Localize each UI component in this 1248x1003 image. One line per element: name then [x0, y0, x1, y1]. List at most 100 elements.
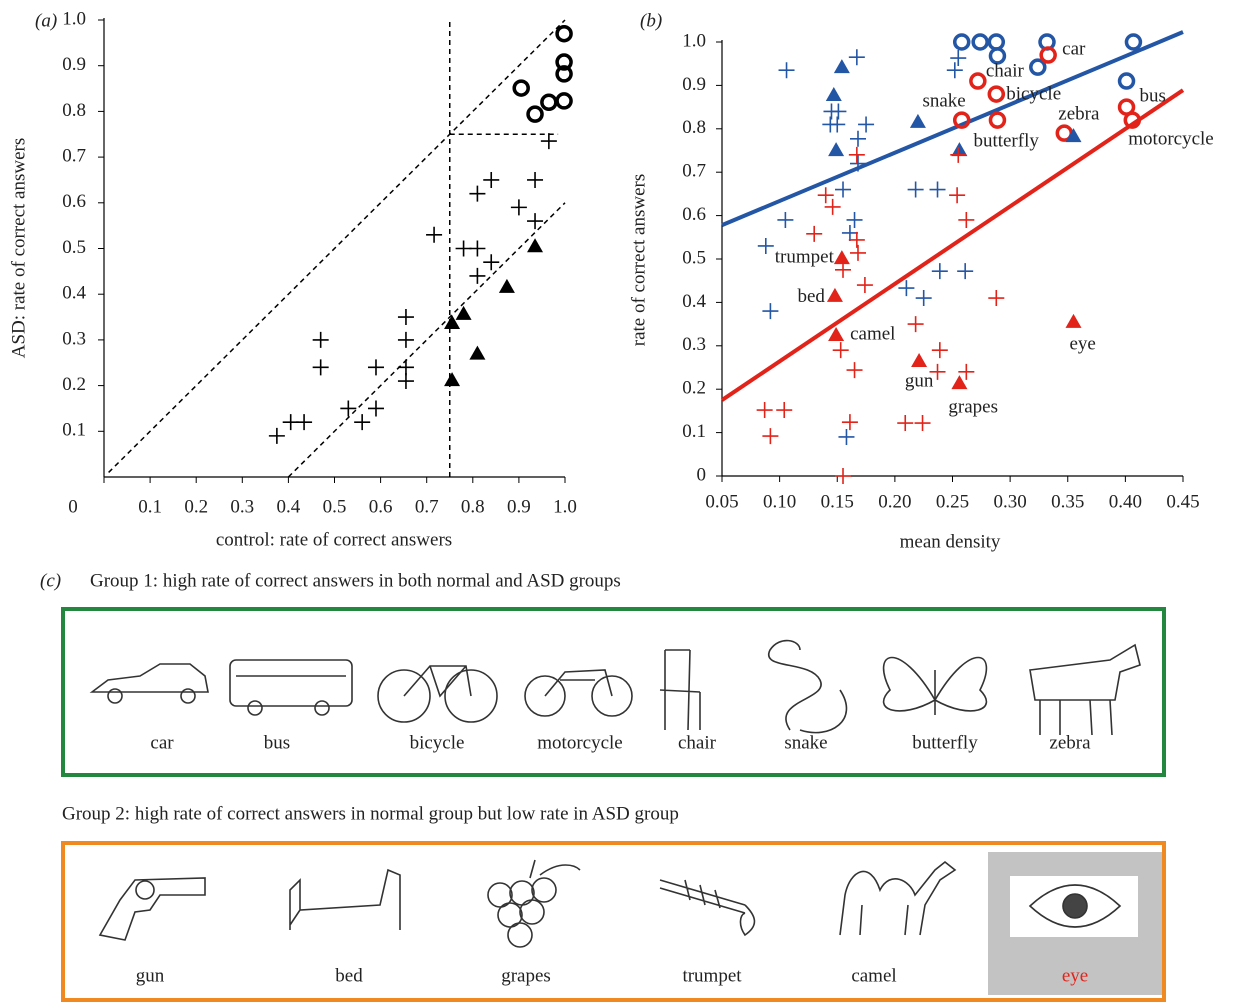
x-tick-label: 0.6 — [369, 496, 393, 517]
point — [542, 95, 556, 109]
point — [827, 288, 843, 302]
point — [971, 74, 985, 88]
point — [398, 373, 414, 389]
point-label: bicycle — [1006, 83, 1061, 104]
point — [951, 375, 967, 389]
x-tick-label: 0.15 — [821, 491, 854, 512]
point-label: motorcycle — [1128, 128, 1213, 149]
x-axis-title: mean density — [900, 531, 1001, 552]
x-tick-label: 0 — [68, 496, 78, 517]
point — [835, 182, 851, 198]
point — [456, 306, 472, 320]
y-tick-label: 0.2 — [62, 374, 86, 395]
point — [825, 199, 841, 215]
x-tick-label: 0.05 — [705, 491, 738, 512]
point — [897, 415, 913, 431]
y-tick-label: 0.7 — [62, 145, 86, 166]
x-axis-title: control: rate of correct answers — [216, 529, 452, 550]
point-label: snake — [922, 90, 965, 111]
point-label: car — [1062, 38, 1086, 59]
y-tick-label: 0.9 — [62, 54, 86, 75]
point — [910, 114, 926, 128]
point — [908, 182, 924, 198]
point — [950, 147, 966, 163]
icons — [92, 641, 1140, 735]
x-tick-label: 0.20 — [878, 491, 911, 512]
y-tick-label: 0.6 — [682, 204, 706, 225]
charts: (a)control: rate of correct answersASD: … — [8, 8, 1213, 552]
x-tick-label: 0.9 — [507, 496, 531, 517]
point — [528, 107, 542, 121]
x-tick-label: 0.35 — [1051, 491, 1084, 512]
point — [1031, 60, 1045, 74]
point — [849, 49, 865, 65]
point — [818, 187, 834, 203]
item-label: gun — [136, 965, 165, 986]
x-tick-label: 0.2 — [184, 496, 208, 517]
point — [835, 262, 851, 278]
x-tick-label: 0.4 — [277, 496, 301, 517]
y-tick-label: 0.2 — [682, 378, 706, 399]
point — [849, 232, 865, 248]
point — [368, 359, 384, 375]
point — [1066, 128, 1082, 142]
figure: (a)control: rate of correct answersASD: … — [0, 0, 1248, 1003]
y-tick-label: 0.1 — [62, 420, 86, 441]
point — [398, 309, 414, 325]
y-tick-label: 1.0 — [62, 8, 86, 29]
point — [541, 133, 557, 149]
group-title: Group 2: high rate of correct answers in… — [62, 803, 679, 824]
point — [776, 402, 792, 418]
point — [947, 62, 963, 78]
point — [988, 290, 1004, 306]
trend-line — [722, 90, 1183, 400]
point-label: bed — [798, 286, 826, 307]
y-axis-title: rate of correct answers — [628, 174, 649, 346]
panel-label: (b) — [640, 10, 662, 31]
reference-line — [288, 203, 565, 477]
point — [833, 342, 849, 358]
point-label: zebra — [1058, 103, 1100, 124]
item-label: camel — [851, 965, 896, 986]
point — [527, 172, 543, 188]
x-tick-label: 0.7 — [415, 496, 439, 517]
point — [850, 245, 866, 261]
point — [514, 81, 528, 95]
point-label: chair — [986, 60, 1025, 81]
icons — [100, 860, 1120, 947]
y-tick-label: 0.3 — [62, 328, 86, 349]
point — [949, 187, 965, 203]
x-tick-label: 0.8 — [461, 496, 485, 517]
point — [557, 94, 571, 108]
point — [898, 280, 914, 296]
point — [957, 263, 973, 279]
point-label: camel — [850, 323, 895, 344]
reference-line — [109, 20, 565, 472]
group-title: Group 1: high rate of correct answers in… — [90, 570, 621, 591]
point — [1120, 74, 1134, 88]
point — [806, 226, 822, 242]
point — [850, 131, 866, 147]
y-tick-label: 0.4 — [62, 283, 86, 304]
y-tick-label: 0.5 — [62, 237, 86, 258]
point — [955, 35, 969, 49]
point — [354, 414, 370, 430]
point — [483, 254, 499, 270]
point — [857, 277, 873, 293]
point — [398, 359, 414, 375]
trend-line — [722, 32, 1183, 225]
point — [296, 414, 312, 430]
item-label: bicycle — [410, 732, 465, 753]
point — [834, 250, 850, 264]
item-label: zebra — [1049, 732, 1091, 753]
item-label: eye — [1062, 965, 1088, 986]
y-tick-label: 0.9 — [682, 74, 706, 95]
point-label: butterfly — [973, 130, 1039, 151]
point — [557, 27, 571, 41]
point — [469, 241, 485, 257]
point-label: trumpet — [775, 246, 835, 267]
y-tick-label: 0.8 — [682, 117, 706, 138]
point — [932, 342, 948, 358]
panel-label: (a) — [35, 10, 57, 31]
point — [269, 428, 285, 444]
